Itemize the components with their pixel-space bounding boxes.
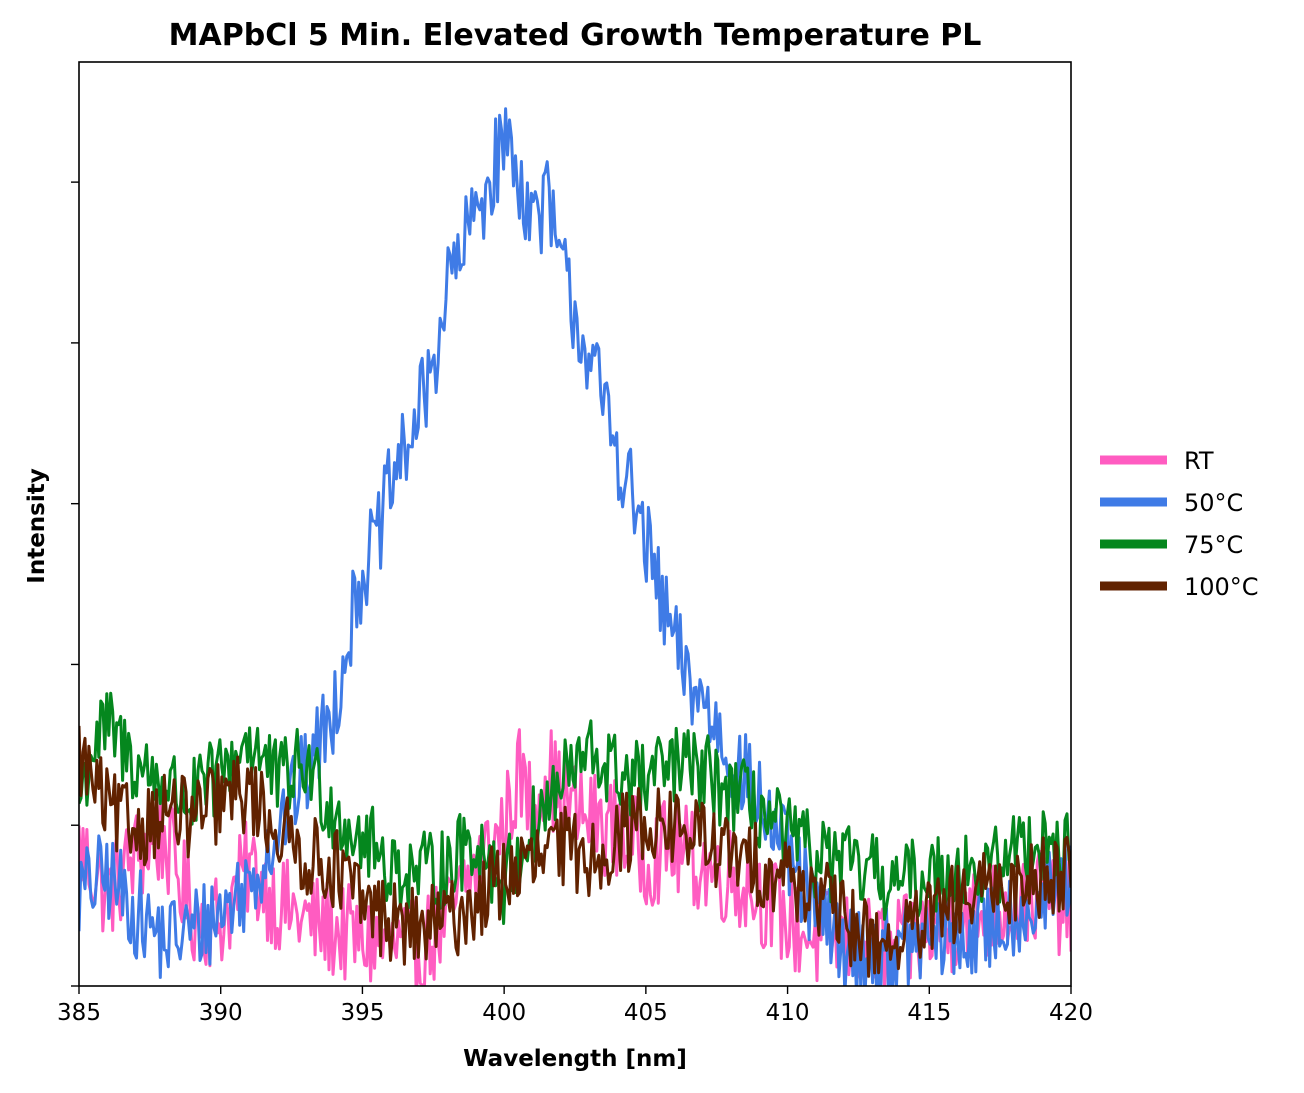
series-line-3: [79, 691, 1071, 925]
chart-title: MAPbCl 5 Min. Elevated Growth Temperatur…: [169, 18, 982, 53]
legend: RT 50°C 75°C 100°C: [1100, 447, 1259, 601]
y-axis-ticks: [71, 181, 79, 987]
plot-frame: [78, 61, 1072, 987]
x-tick-label: 395: [340, 1000, 384, 1026]
y-axis-label: Intensity: [24, 468, 50, 583]
x-tick-label: 400: [482, 1000, 526, 1026]
legend-label: 100°C: [1184, 573, 1259, 601]
x-axis-label: Wavelength [nm]: [463, 1046, 687, 1072]
x-tick-label: 390: [199, 1000, 243, 1026]
x-tick-label: 410: [766, 1000, 810, 1026]
x-tick-label: 405: [624, 1000, 668, 1026]
x-tick-label: 385: [57, 1000, 101, 1026]
x-tick-label: 420: [1049, 1000, 1093, 1026]
legend-label: RT: [1184, 447, 1214, 475]
x-axis-ticks: 385 390 395 400 405 410 415 420: [57, 986, 1093, 1026]
series-layer: [79, 107, 1071, 986]
series-line-4: [79, 725, 1071, 978]
legend-label: 50°C: [1184, 489, 1243, 517]
legend-label: 75°C: [1184, 531, 1243, 559]
x-tick-label: 415: [907, 1000, 951, 1026]
